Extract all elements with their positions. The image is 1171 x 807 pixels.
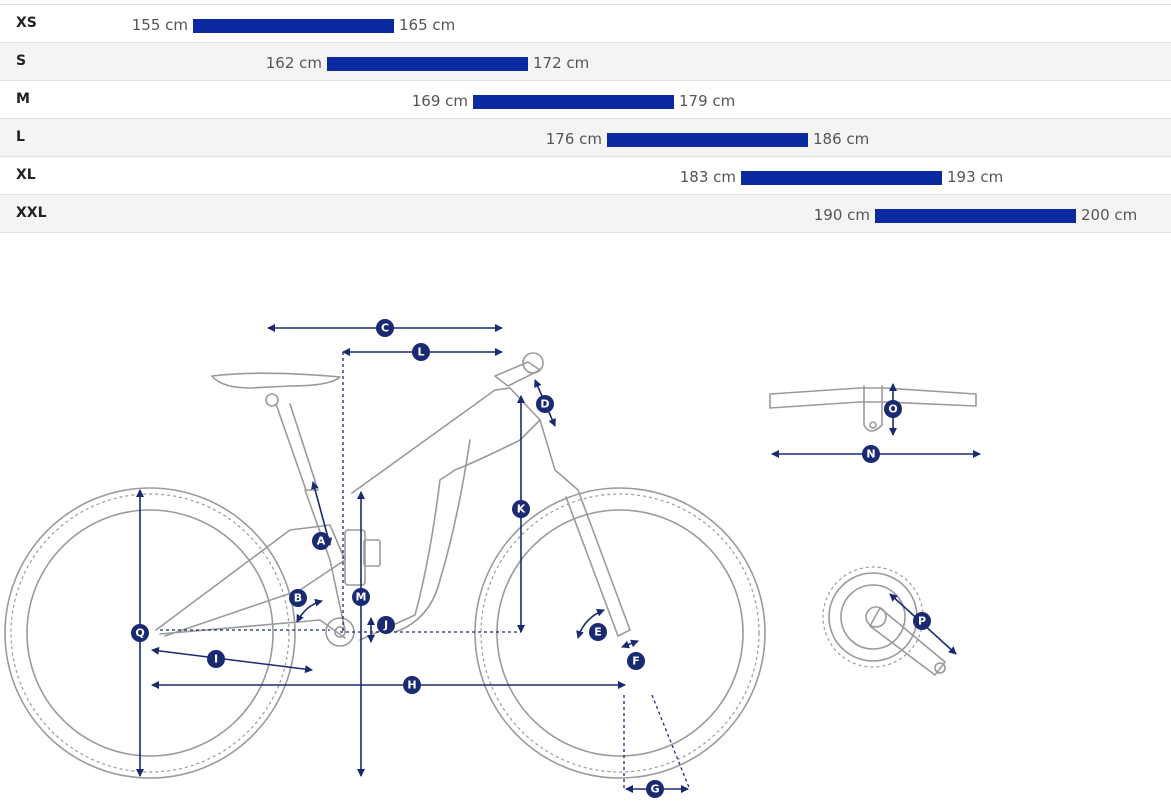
label-b: B [289,589,307,607]
size-row-xl: XL 183 cm 193 cm [0,157,1171,195]
label-g: G [646,780,664,798]
height-min: 155 cm [131,16,188,34]
height-max: 200 cm [1081,206,1138,224]
size-label: XL [16,167,36,183]
size-row-s: S 162 cm 172 cm [0,43,1171,81]
svg-text:F: F [632,655,640,668]
svg-text:H: H [407,679,416,692]
label-p: P [913,612,931,630]
size-chart: XS 155 cm 165 cm S 162 cm 172 cm M 169 c… [0,4,1171,233]
height-max: 193 cm [947,168,1004,186]
height-range-bar [473,95,674,109]
svg-text:L: L [417,346,424,359]
size-label: L [16,129,25,145]
svg-text:C: C [381,322,389,335]
height-range-bar [875,209,1076,223]
svg-text:Q: Q [135,627,144,640]
label-f: F [627,652,645,670]
svg-text:N: N [866,448,875,461]
height-max: 165 cm [399,16,456,34]
label-n: N [862,445,880,463]
height-range-bar [193,19,394,33]
svg-text:P: P [918,615,926,628]
height-min: 183 cm [679,168,736,186]
height-max: 172 cm [533,54,590,72]
bike-frame [155,352,631,647]
label-e: E [589,623,607,641]
handlebar-detail [769,385,977,432]
size-row-xs: XS 155 cm 165 cm [0,5,1171,43]
height-range-bar [327,57,528,71]
size-row-m: M 169 cm 179 cm [0,81,1171,119]
height-range-bar [741,171,942,185]
height-min: 176 cm [545,130,602,148]
size-label: XXL [16,205,47,221]
height-min: 162 cm [265,54,322,72]
height-max: 186 cm [813,130,870,148]
size-label: S [16,53,27,69]
svg-text:M: M [356,591,367,604]
height-max: 179 cm [679,92,736,110]
label-h: H [403,676,421,694]
svg-text:E: E [594,626,602,639]
height-range-bar [607,133,808,147]
front-wheel [474,487,766,779]
label-q: Q [131,624,149,642]
bike-geometry-diagram: A B C D E F G H I J K L M N O P Q [4,319,981,798]
height-min: 169 cm [411,92,468,110]
label-o: O [884,400,902,418]
size-label: XS [16,15,37,31]
svg-text:I: I [214,653,218,666]
label-l: L [412,343,430,361]
height-min: 190 cm [813,206,870,224]
label-m: M [352,588,370,606]
rear-wheel [4,487,296,779]
size-label: M [16,91,30,107]
label-k: K [512,500,530,518]
size-row-xxl: XXL 190 cm 200 cm [0,195,1171,233]
svg-text:K: K [517,503,526,516]
svg-text:O: O [888,403,897,416]
svg-text:D: D [540,398,549,411]
label-c: C [376,319,394,337]
label-j: J [377,616,395,634]
label-d: D [536,395,554,413]
svg-text:B: B [294,592,302,605]
label-i: I [207,650,225,668]
label-a: A [312,532,330,550]
svg-text:A: A [317,535,326,548]
svg-text:J: J [383,619,388,632]
size-row-l: L 176 cm 186 cm [0,119,1171,157]
svg-text:G: G [650,783,659,796]
